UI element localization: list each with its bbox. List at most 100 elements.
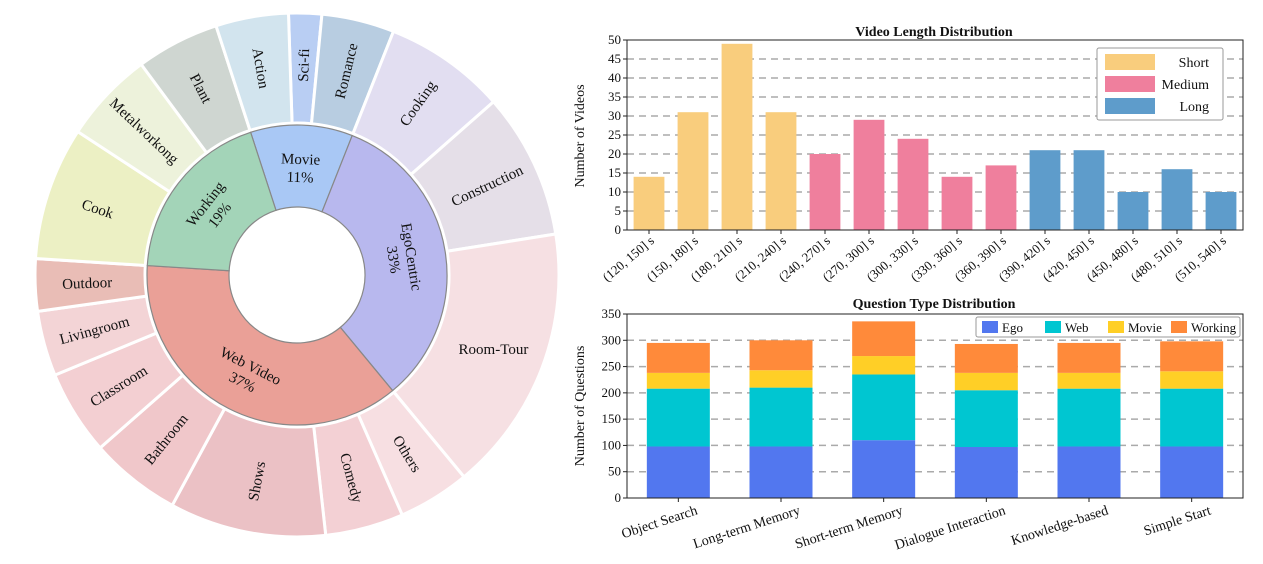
outer-label-outdoor: Outdoor <box>62 275 113 293</box>
bar-knowledge-based-web <box>1057 388 1121 447</box>
legend-swatch-movie <box>1108 321 1124 333</box>
y-tick-label: 50 <box>608 464 621 479</box>
bar-simple-start-movie <box>1160 371 1224 389</box>
legend-label-movie: Movie <box>1128 320 1162 335</box>
y-tick-label: 50 <box>608 32 621 47</box>
bar-dialogue-interaction-web <box>954 390 1018 448</box>
inner-ring <box>146 124 448 426</box>
bar-240-270-s <box>809 154 841 230</box>
bar-300-330-s <box>897 138 929 230</box>
outer-label-room-tour: Room-Tour <box>459 342 529 358</box>
y-tick-label: 100 <box>602 437 622 452</box>
bar-480-510-s <box>1161 169 1193 230</box>
bar-150-180-s <box>677 112 709 230</box>
bar-object-search-movie <box>646 372 710 389</box>
bar-long-term-memory-movie <box>749 370 813 388</box>
bar-simple-start-web <box>1160 388 1224 447</box>
inner-label-movie: Movie 11% <box>280 151 321 186</box>
legend-label-web: Web <box>1065 320 1089 335</box>
y-tick-label: 350 <box>602 306 622 321</box>
legend-swatch-working <box>1171 321 1187 333</box>
y-tick-label: 5 <box>615 203 622 218</box>
bar-object-search-working <box>646 342 710 373</box>
bar-510-540-s <box>1205 192 1237 230</box>
x-tick-label: Knowledge-based <box>1009 504 1110 550</box>
x-tick-label: Short-term Memory <box>793 504 905 553</box>
y-tick-label: 300 <box>602 332 622 347</box>
x-tick-label: Simple Start <box>1142 504 1213 540</box>
x-tick-label: Dialogue Interaction <box>893 504 1007 554</box>
sunburst-chart: Movie11%EgoCentric33%Web Video37%Working… <box>33 11 560 539</box>
plot-frame <box>626 313 1244 499</box>
inner-slice-working <box>146 131 277 272</box>
inner-label-percent: 33% <box>383 245 403 275</box>
legend-swatch-web <box>1045 321 1061 333</box>
legend-swatch-short <box>1105 54 1155 70</box>
inner-label-percent: 11% <box>286 170 313 187</box>
question-type-chart: Question Type Distribution 0 50 100 150 200 2… <box>573 297 1244 554</box>
bar-knowledge-based-working <box>1057 342 1121 373</box>
y-tick-label: 40 <box>608 70 621 85</box>
y-tick-label: 20 <box>608 146 621 161</box>
bar-long-term-memory-working <box>749 340 813 371</box>
bar-dialogue-interaction-ego <box>954 447 1018 498</box>
legend-label-short: Short <box>1179 56 1209 71</box>
legend-label-medium: Medium <box>1162 78 1210 93</box>
inner-slice-web-video <box>146 264 394 426</box>
bars <box>633 43 1237 230</box>
outer-slice-action <box>214 11 294 133</box>
y-tick-label: 10 <box>608 184 621 199</box>
y-tick-label: 200 <box>602 385 622 400</box>
legend-swatch-ego <box>982 321 998 333</box>
bar-180-210-s <box>721 43 753 230</box>
bar-120-150-s <box>633 176 665 230</box>
bar-object-search-ego <box>646 446 710 498</box>
outer-label-sci-fi: Sci-fi <box>296 48 313 82</box>
x-tick-label: Object Search <box>620 504 700 543</box>
y-tick-label: 0 <box>615 490 622 505</box>
bar-object-search-web <box>646 388 710 447</box>
inner-label-name: Movie <box>281 151 321 168</box>
bars <box>646 321 1224 498</box>
legend-swatch-medium <box>1105 76 1155 92</box>
y-axis-label: Number of Videos <box>573 84 588 187</box>
legend-label-ego: Ego <box>1002 320 1023 335</box>
bar-390-420-s <box>1029 150 1061 230</box>
y-tick-label: 150 <box>602 411 622 426</box>
outer-label-shows: Shows <box>246 460 269 502</box>
bar-360-390-s <box>985 165 1017 230</box>
video-length-chart: Video Length Distribution 0 5 10 15 20 25 30 35… <box>573 25 1244 284</box>
bar-short-term-memory-working <box>852 321 916 357</box>
bar-450-480-s <box>1117 192 1149 230</box>
bar-270-300-s <box>853 119 885 230</box>
gridlines <box>627 339 1243 473</box>
bar-dialogue-interaction-working <box>954 343 1018 373</box>
legend-swatch-long <box>1105 98 1155 114</box>
outer-slice-room-tour <box>391 232 560 479</box>
y-tick-label: 0 <box>615 222 622 237</box>
legend: Short Medium Long <box>1096 47 1224 121</box>
bar-dialogue-interaction-movie <box>954 372 1018 391</box>
chart-title: Question Type Distribution <box>853 297 1016 312</box>
outer-ring <box>33 11 560 539</box>
bar-210-240-s <box>765 112 797 230</box>
legend: Ego Web Movie Working <box>975 316 1241 338</box>
y-axis-label: Number of Questions <box>573 346 588 467</box>
bar-330-360-s <box>941 176 973 230</box>
bar-simple-start-ego <box>1160 446 1224 498</box>
y-tick-label: 45 <box>608 51 621 66</box>
inner-slice-egocentric <box>321 134 448 392</box>
bar-long-term-memory-web <box>749 387 813 447</box>
legend-label-working: Working <box>1191 320 1237 335</box>
y-tick-label: 35 <box>608 89 621 104</box>
y-tick-label: 250 <box>602 359 622 374</box>
bar-short-term-memory-ego <box>852 440 916 498</box>
outer-label-action: Action <box>248 47 271 90</box>
bar-short-term-memory-web <box>852 374 916 441</box>
chart-title: Video Length Distribution <box>855 25 1013 40</box>
bar-simple-start-working <box>1160 341 1224 372</box>
x-tick-label: Long-term Memory <box>691 504 802 553</box>
bar-short-term-memory-movie <box>852 356 916 375</box>
y-tick-label: 30 <box>608 108 621 123</box>
bar-knowledge-based-movie <box>1057 372 1121 389</box>
